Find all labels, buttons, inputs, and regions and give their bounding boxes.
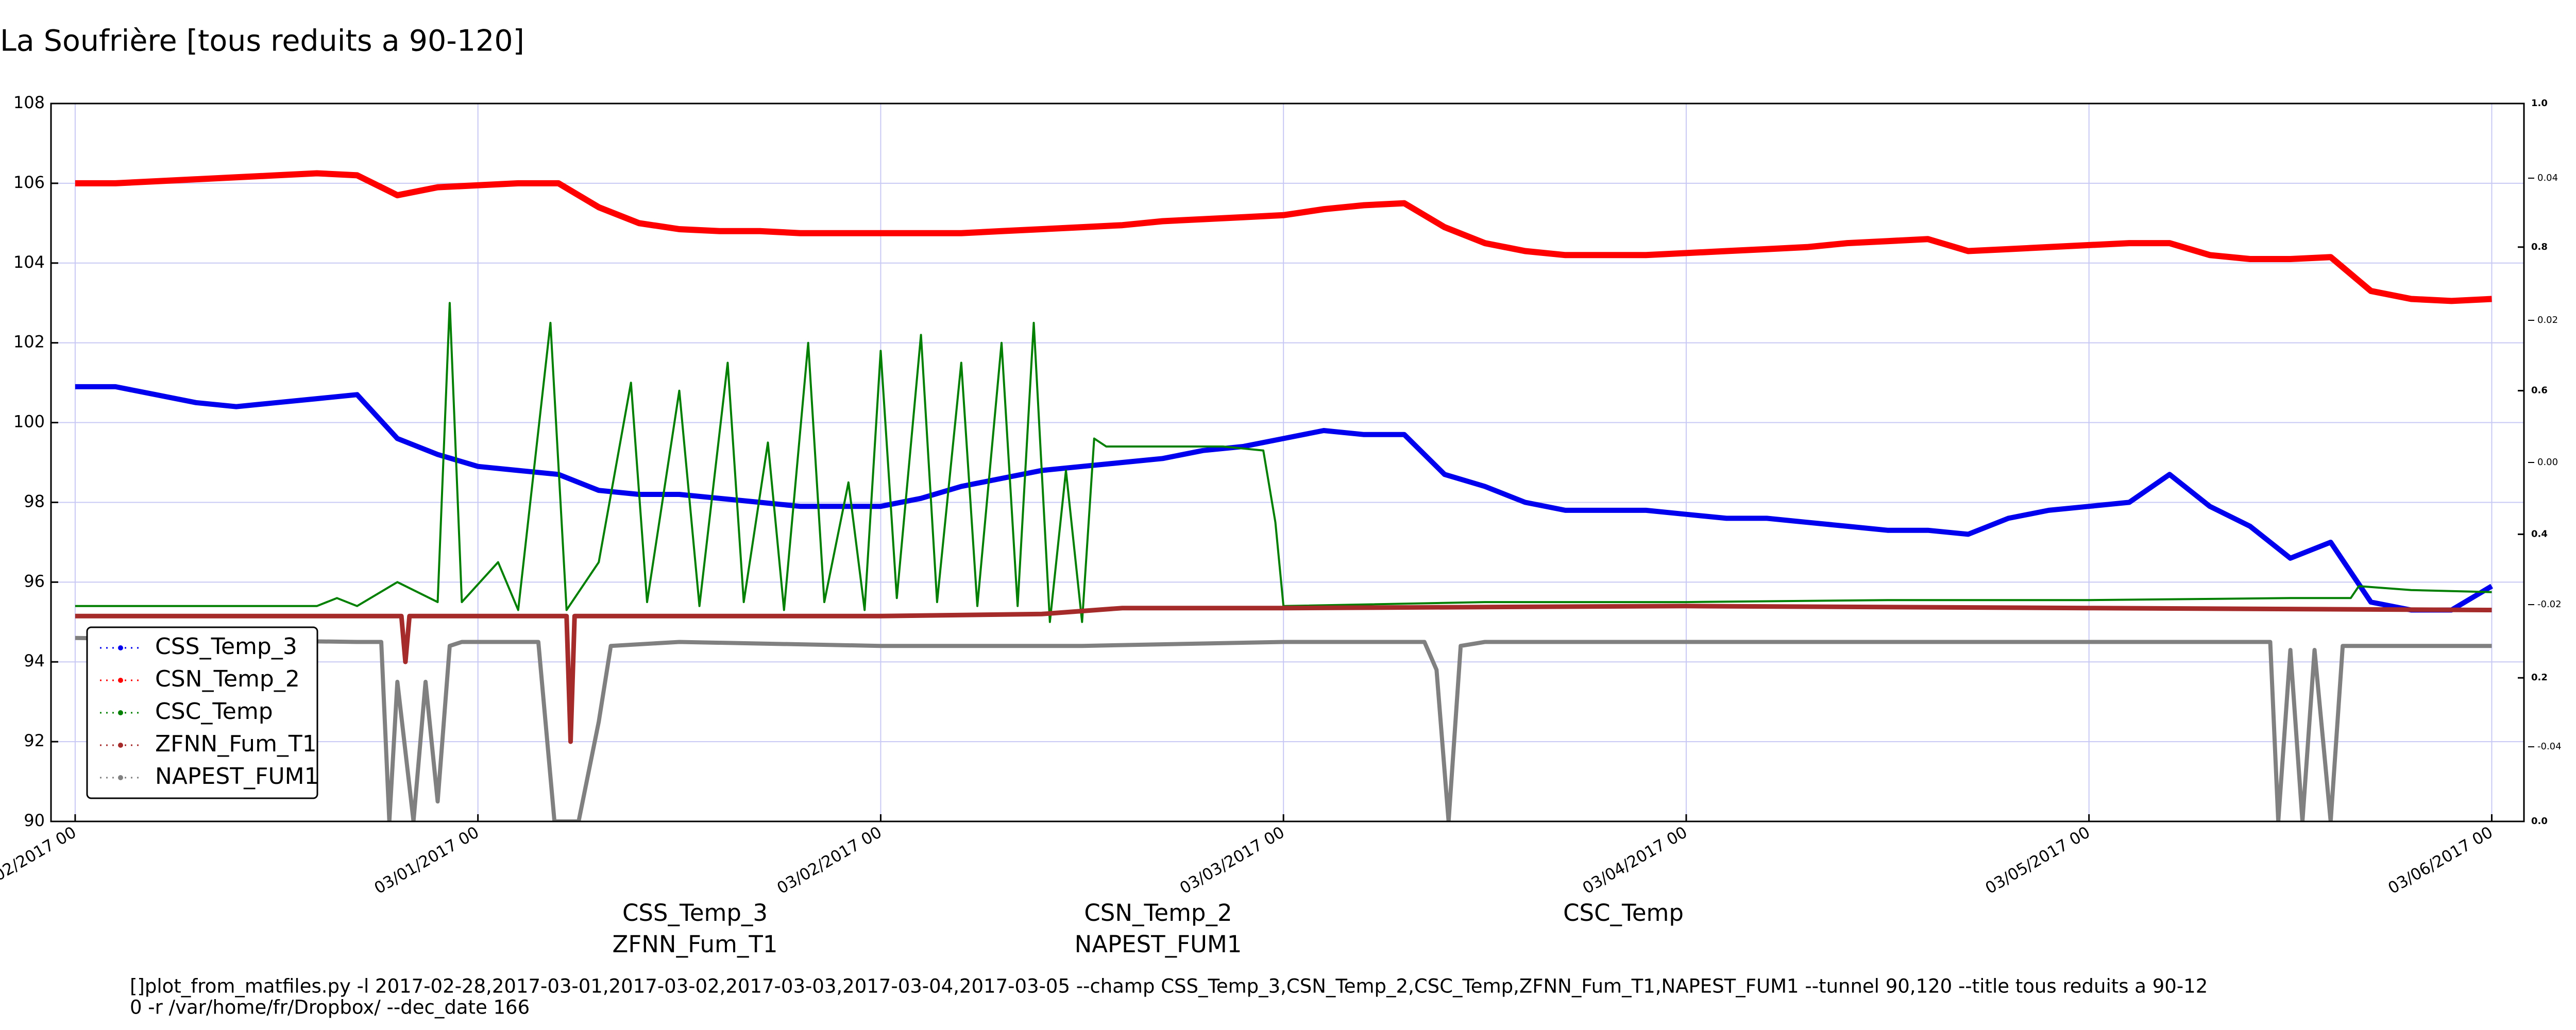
y2-tick-label: 0.0 (2531, 816, 2548, 827)
x-tick-label: 03/01/2017 00 (371, 823, 482, 898)
y-tick-label: 96 (24, 571, 45, 591)
series-line (75, 384, 2494, 613)
y-tick-label: 98 (24, 491, 45, 511)
legend-label: ZFNN_Fum_T1 (613, 931, 778, 958)
legend-label: CSC_Temp (1563, 899, 1684, 926)
y-tick-label: 100 (13, 412, 45, 432)
y-tick-label: 104 (13, 252, 45, 272)
x-tick-label: 03/03/2017 00 (1177, 823, 1287, 898)
y2-tick-label: 1.0 (2531, 98, 2548, 109)
legend-label: CSN_Temp_2 (155, 666, 300, 692)
x-tick-label: 03/04/2017 00 (1580, 823, 1690, 898)
legend-marker (118, 678, 123, 683)
legend-label: CSC_Temp (155, 698, 273, 725)
legend-marker (118, 775, 123, 780)
footer-line: []plot_from_matfiles.py -l 2017-02-28,20… (130, 975, 2208, 998)
legend-marker (118, 743, 123, 748)
series-line (75, 302, 2492, 623)
y-tick-label: 102 (13, 332, 45, 352)
y3-tick-label: -0.02 (2537, 599, 2562, 610)
legend-marker (118, 645, 123, 650)
y2-tick-label: 0.8 (2531, 242, 2548, 252)
y-tick-label: 92 (24, 731, 45, 750)
legend-label: NAPEST_FUM1 (155, 763, 319, 789)
legend-label: CSS_Temp_3 (622, 899, 768, 926)
y-tick-label: 90 (24, 811, 45, 830)
footer-line: 0 -r /var/home/fr/Dropbox/ --dec_date 16… (130, 997, 530, 1019)
y3-tick-label: 0.04 (2537, 173, 2558, 183)
y2-tick-label: 0.6 (2531, 385, 2548, 396)
legend-label: NAPEST_FUM1 (1075, 931, 1242, 958)
y2-tick-label: 0.2 (2531, 672, 2548, 683)
x-tick-label: 03/05/2017 00 (1982, 823, 2093, 898)
series-line (75, 604, 2492, 744)
legend-box (86, 626, 318, 799)
x-tick-label: 28/02/2017 00 (0, 823, 79, 898)
y3-tick-label: 0.02 (2537, 315, 2558, 325)
y3-tick-label: -0.04 (2537, 741, 2562, 752)
y-tick-label: 108 (13, 93, 45, 112)
series-line (75, 170, 2492, 304)
y-tick-label: 94 (24, 651, 45, 671)
legend-label: CSS_Temp_3 (155, 633, 297, 660)
y-tick-label: 106 (13, 173, 45, 192)
x-tick-label: 03/06/2017 00 (2385, 823, 2496, 898)
chart-title: La Soufrière [tous reduits a 90-120] (0, 24, 524, 58)
legend-marker (118, 710, 123, 715)
x-tick-label: 03/02/2017 00 (774, 823, 885, 898)
y2-tick-label: 0.4 (2531, 528, 2548, 539)
legend-label: CSN_Temp_2 (1084, 899, 1232, 926)
legend-label: ZFNN_Fum_T1 (155, 731, 317, 757)
series-line (75, 636, 2492, 821)
plot-frame (50, 102, 2525, 822)
y3-tick-label: 0.00 (2537, 457, 2558, 468)
